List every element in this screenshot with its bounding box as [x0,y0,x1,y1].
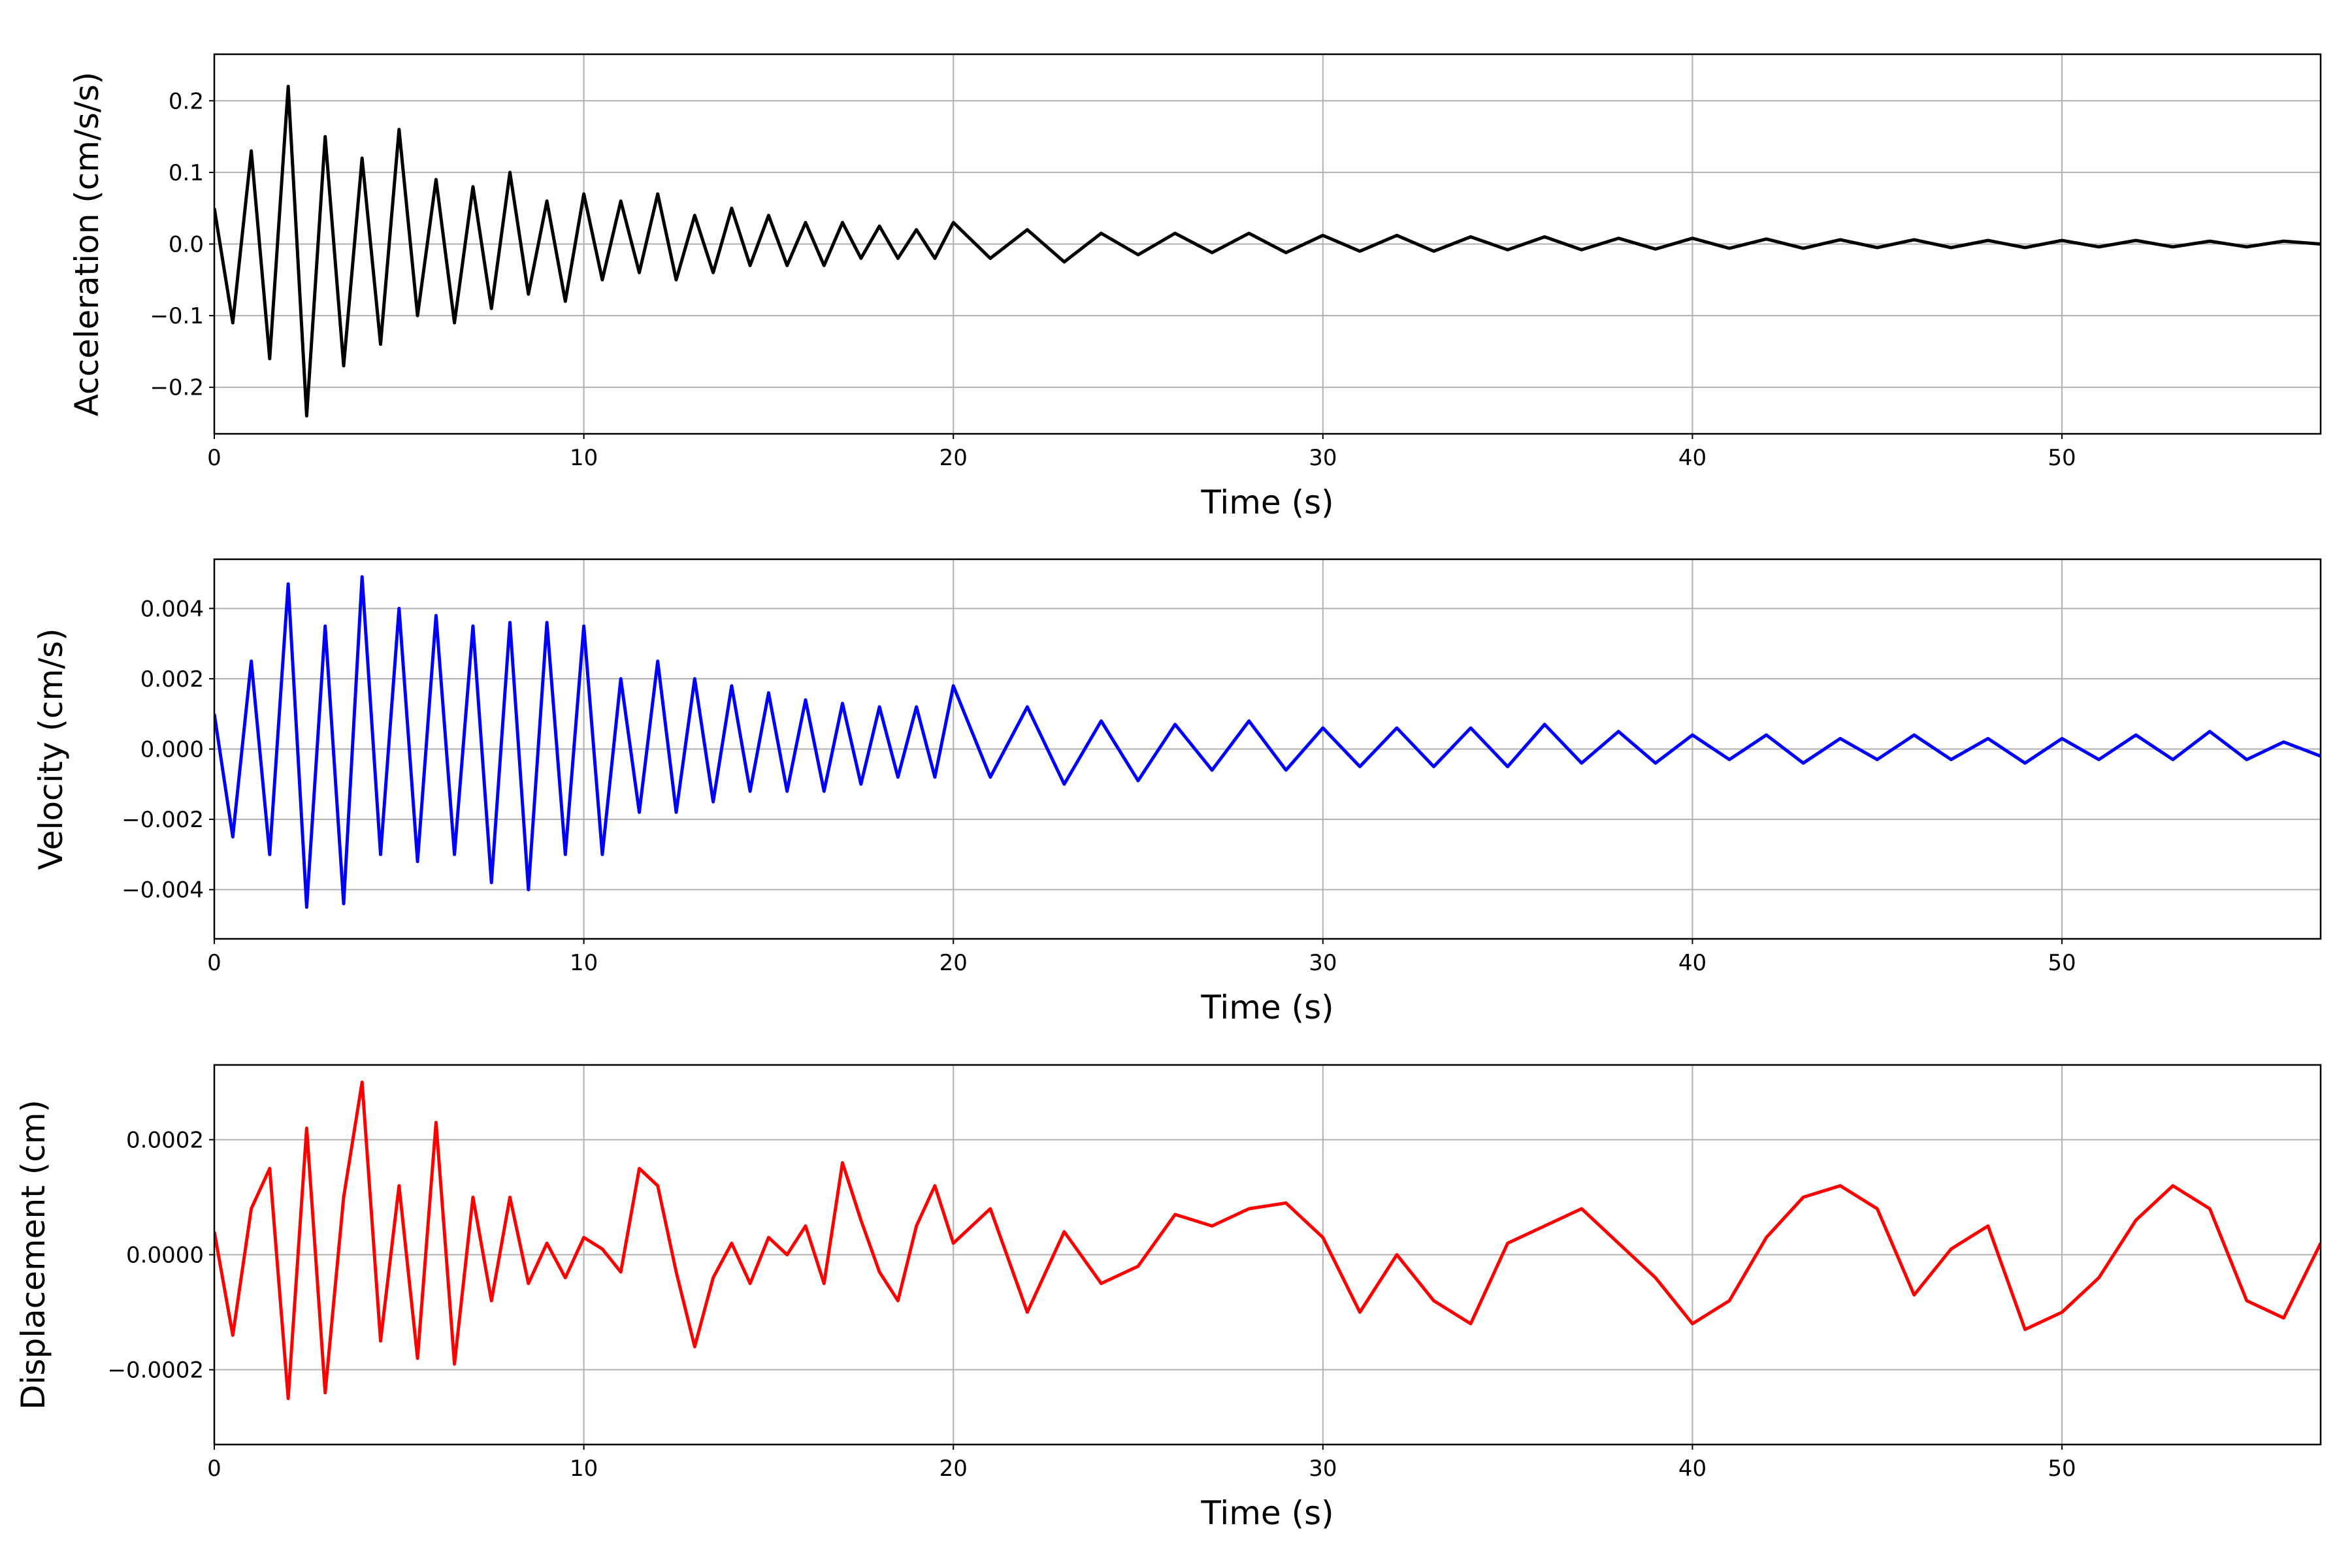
x-axis-label: Time (s) [1200,483,1333,521]
x-tick-label: 30 [1309,445,1337,471]
x-axis-label: Time (s) [1200,1494,1333,1532]
x-tick-label: 20 [939,445,968,471]
y-tick-label: 0.000 [140,737,204,763]
axes-frame [213,558,2322,940]
y-tick-label: 0.0 [169,232,204,258]
x-tick-label: 20 [939,950,968,976]
y-tick-label: 0.004 [140,596,204,622]
x-tick-label: 0 [207,1456,221,1482]
x-tick-label: 40 [1678,445,1707,471]
y-tick-label: 0.0002 [126,1127,204,1153]
y-tick-label: 0.2 [169,88,204,114]
plot-area [214,84,2321,418]
y-tick-label: 0.0000 [126,1243,204,1269]
x-tick-label: 40 [1678,950,1707,976]
y-tick-label: 0.1 [169,160,204,186]
x-tick-label: 0 [207,950,221,976]
axes-frame [213,53,2322,435]
subplot: 0 10 20 30 40 50 −0.004 −0.002 0.000 0.002 0.004 Ti… [32,558,2322,1026]
y-tick-label: −0.0002 [108,1358,204,1384]
x-axis-label: Time (s) [1200,988,1333,1026]
plot-area [214,1080,2321,1401]
x-tick-label: 50 [2048,445,2076,471]
x-tick-label: 40 [1678,1456,1707,1482]
subplot: 0 10 20 30 40 50 −0.0002 0.0000 0.0002 Time (s) Di… [14,1064,2322,1532]
x-tick-label: 20 [939,1456,968,1482]
y-tick-label: −0.2 [150,375,204,401]
x-tick-label: 50 [2048,950,2076,976]
y-axis-label: Velocity (cm/s) [32,628,70,870]
x-tick-label: 30 [1309,950,1337,976]
data-line [214,84,2321,418]
y-tick-label: −0.004 [122,877,204,904]
x-tick-label: 10 [570,1456,598,1482]
y-tick-label: 0.002 [140,666,204,693]
plot-area [214,575,2321,909]
x-tick-label: 0 [207,445,221,471]
y-tick-label: −0.1 [150,303,204,329]
x-tick-label: 30 [1309,1456,1337,1482]
y-axis-label: Acceleration (cm/s/s) [68,72,106,417]
data-line [214,1080,2321,1401]
x-tick-label: 10 [570,445,598,471]
x-tick-label: 10 [570,950,598,976]
y-tick-label: −0.002 [122,807,204,833]
data-line [214,575,2321,909]
subplot: 0 10 20 30 40 50 −0.2 −0.1 0.0 0.1 0.2 Time (s) Acce… [68,53,2322,521]
y-axis-label: Displacement (cm) [14,1100,52,1410]
axes-frame [213,1064,2322,1446]
x-tick-label: 50 [2048,1456,2076,1482]
